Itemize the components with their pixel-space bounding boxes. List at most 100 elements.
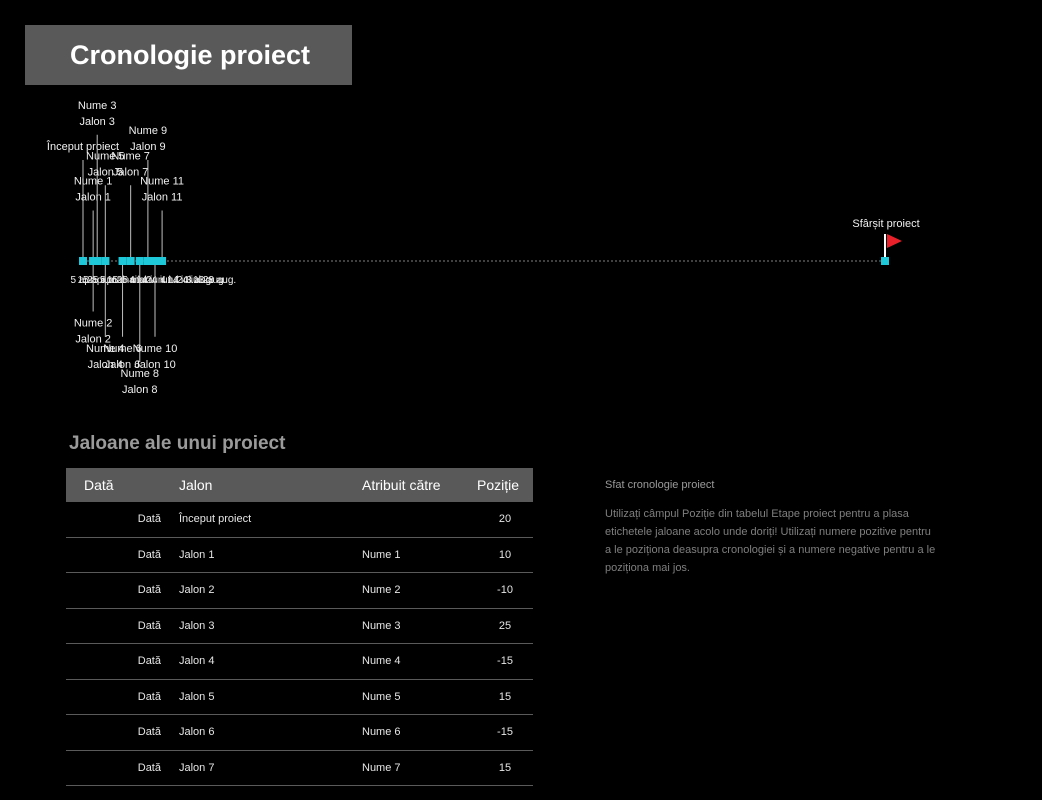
cell-position[interactable]: -10 (477, 572, 533, 609)
cell-position[interactable]: 20 (477, 502, 533, 538)
milestone-name: Nume 3 (78, 100, 117, 112)
axis-tick-label: 25 mai (117, 275, 147, 286)
cell-milestone[interactable]: Jalon 3 (179, 608, 362, 644)
cell-milestone[interactable]: Început proiect (179, 502, 362, 538)
milestone-name: Nume 10 (133, 343, 178, 355)
milestone-jalon: Jalon 2 (75, 334, 110, 346)
milestone-jalon: Jalon 9 (130, 141, 165, 153)
milestones-heading: Jaloane ale unui proiect (69, 433, 286, 454)
cell-date[interactable]: Dată (66, 537, 179, 573)
milestone-jalon: Jalon 11 (142, 192, 183, 204)
cell-position[interactable]: -15 (477, 714, 533, 751)
milestone-jalon: Jalon 7 (113, 166, 148, 178)
milestone-marker (881, 257, 889, 265)
milestone-name: Nume 8 (121, 368, 160, 380)
cell-assigned[interactable]: Nume 3 (362, 608, 477, 644)
table-row: Dată Jalon 4 Nume 4 -15 (66, 643, 533, 680)
cell-date[interactable]: Dată (66, 643, 179, 680)
milestone-name: Nume 9 (129, 125, 168, 137)
axis-tick-label: 13 aug. (193, 275, 226, 286)
cell-date[interactable]: Dată (66, 572, 179, 609)
table-row: Dată Jalon 2 Nume 2 -10 (66, 572, 533, 609)
cell-date[interactable]: Dată (66, 679, 179, 715)
milestone-jalon: Jalon 6 (105, 359, 140, 371)
axis-tick-label: 23 aug. (203, 275, 236, 286)
axis-tick-label: 14 iul. (167, 275, 194, 286)
cell-position[interactable]: -15 (477, 643, 533, 680)
milestone-name: Nume 1 (74, 176, 113, 188)
milestone-marker (150, 257, 159, 265)
cell-milestone[interactable]: Jalon 6 (179, 714, 362, 751)
end-label: Sfârșit proiect (852, 218, 919, 230)
cell-assigned[interactable]: Nume 1 (362, 537, 477, 573)
cell-position[interactable]: 15 (477, 750, 533, 786)
header-date[interactable]: Dată (66, 468, 179, 502)
cell-assigned[interactable]: Nume 6 (362, 714, 477, 751)
header-assigned[interactable]: Atribuit către (362, 468, 477, 502)
header-position[interactable]: Poziție (477, 468, 533, 502)
milestone-jalon: Jalon 3 (79, 116, 114, 128)
axis-tick-label: 25 apr. (87, 275, 118, 286)
axis-tick-label: 24 iun. (146, 275, 176, 286)
tip-body: Utilizați câmpul Poziție din tabelul Eta… (605, 508, 936, 574)
cell-assigned[interactable]: Nume 5 (362, 679, 477, 715)
milestone-marker (143, 257, 152, 265)
milestone-name: Nume 2 (74, 318, 113, 330)
table-row: Dată Jalon 5 Nume 5 15 (66, 679, 533, 715)
milestone-name: Nume 4 (86, 343, 125, 355)
axis-tick-label: 4 iul. (160, 275, 181, 286)
cell-milestone[interactable]: Jalon 5 (179, 679, 362, 715)
cell-milestone[interactable]: Jalon 7 (179, 750, 362, 786)
header-milestone[interactable]: Jalon (179, 468, 362, 502)
cell-position[interactable]: 15 (477, 679, 533, 715)
axis-tick-label: 5 mai (100, 275, 124, 286)
start-label: Început proiect (46, 140, 119, 153)
milestone-jalon: Jalon 1 (75, 192, 110, 204)
table-row: Dată Jalon 6 Nume 6 -15 (66, 714, 533, 751)
cell-milestone[interactable]: Jalon 1 (179, 537, 362, 573)
page-title: Cronologie proiect (70, 39, 311, 70)
table-row: Dată Început proiect 20 (66, 502, 533, 538)
cell-date[interactable]: Dată (66, 608, 179, 644)
milestone-marker (126, 257, 135, 265)
milestone-name: Nume 6 (103, 343, 142, 355)
axis-tick-label: 5 apr. (70, 275, 95, 286)
cell-assigned[interactable]: Nume 4 (362, 643, 477, 680)
table-row: Dată Jalon 7 Nume 7 15 (66, 750, 533, 786)
milestone-jalon: Jalon 10 (134, 359, 176, 371)
axis-tick-label: 4 iun. (129, 275, 153, 286)
milestone-jalon: Jalon 5 (88, 166, 123, 178)
cell-position[interactable]: 10 (477, 537, 533, 573)
axis-tick-label: 14 iun. (136, 275, 166, 286)
cell-date[interactable]: Dată (66, 714, 179, 751)
cell-assigned[interactable]: Nume 7 (362, 750, 477, 786)
axis-tick-label: 3 aug. (186, 275, 214, 286)
milestone-jalon: Jalon 4 (88, 359, 123, 371)
cell-milestone[interactable]: Jalon 4 (179, 643, 362, 680)
milestone-jalon: Jalon 8 (122, 384, 157, 396)
cell-assigned[interactable]: Nume 2 (362, 572, 477, 609)
milestone-marker (79, 257, 87, 265)
axis-tick-label: 24 iul. (177, 275, 204, 286)
milestone-marker (135, 257, 144, 265)
title-banner: Cronologie proiect (25, 25, 352, 85)
axis-tick-label: 15 mai (107, 275, 137, 286)
cell-assigned[interactable] (362, 502, 477, 538)
flag-icon (887, 234, 902, 248)
cell-date[interactable]: Dată (66, 750, 179, 786)
cell-position[interactable]: 25 (477, 608, 533, 644)
cell-milestone[interactable]: Jalon 2 (179, 572, 362, 609)
milestone-marker (101, 257, 110, 265)
milestone-name: Nume 5 (86, 150, 125, 162)
milestone-name: Nume 7 (111, 150, 150, 162)
milestone-marker (118, 257, 127, 265)
milestone-marker (93, 257, 102, 265)
milestone-name: Nume 11 (140, 176, 184, 188)
tip-title: Sfat cronologie proiect (605, 479, 715, 491)
table-row: Dată Jalon 1 Nume 1 10 (66, 537, 533, 573)
milestone-marker (89, 257, 98, 265)
cell-date[interactable]: Dată (66, 502, 179, 538)
milestones-table: Dată Jalon Atribuit către Poziție Dată În… (66, 468, 533, 786)
table-row: Dată Jalon 3 Nume 3 25 (66, 608, 533, 644)
